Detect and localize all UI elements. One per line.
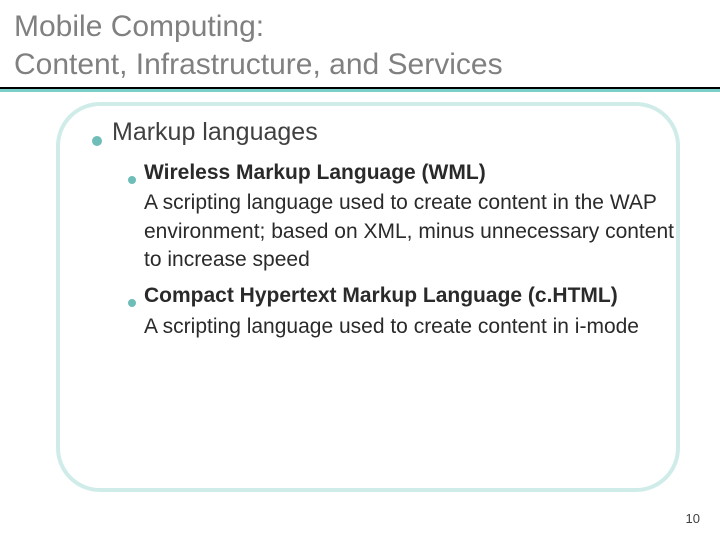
list-item-head: Wireless Markup Language (WML) <box>128 159 682 187</box>
page-number: 10 <box>686 511 700 526</box>
content-area: Markup languages Wireless Markup Languag… <box>92 118 682 349</box>
list-item: Wireless Markup Language (WML) A scripti… <box>128 159 682 274</box>
bullet-icon <box>128 299 136 307</box>
bullet-icon <box>128 176 136 184</box>
list-item-title: Compact Hypertext Markup Language (c.HTM… <box>144 282 618 310</box>
title-line-1: Mobile Computing: <box>14 8 706 46</box>
list-item-body: A scripting language used to create cont… <box>144 189 682 274</box>
list-item-head: Compact Hypertext Markup Language (c.HTM… <box>128 282 682 310</box>
bullet-icon <box>92 136 102 146</box>
heading-row: Markup languages <box>92 118 682 147</box>
list-item-title: Wireless Markup Language (WML) <box>144 159 486 187</box>
title-line-2: Content, Infrastructure, and Services <box>14 46 706 84</box>
list-item-body: A scripting language used to create cont… <box>144 313 682 341</box>
accent-divider <box>0 89 720 92</box>
list-item: Compact Hypertext Markup Language (c.HTM… <box>128 282 682 341</box>
section-heading: Markup languages <box>112 118 318 147</box>
slide-title-block: Mobile Computing: Content, Infrastructur… <box>0 0 720 89</box>
